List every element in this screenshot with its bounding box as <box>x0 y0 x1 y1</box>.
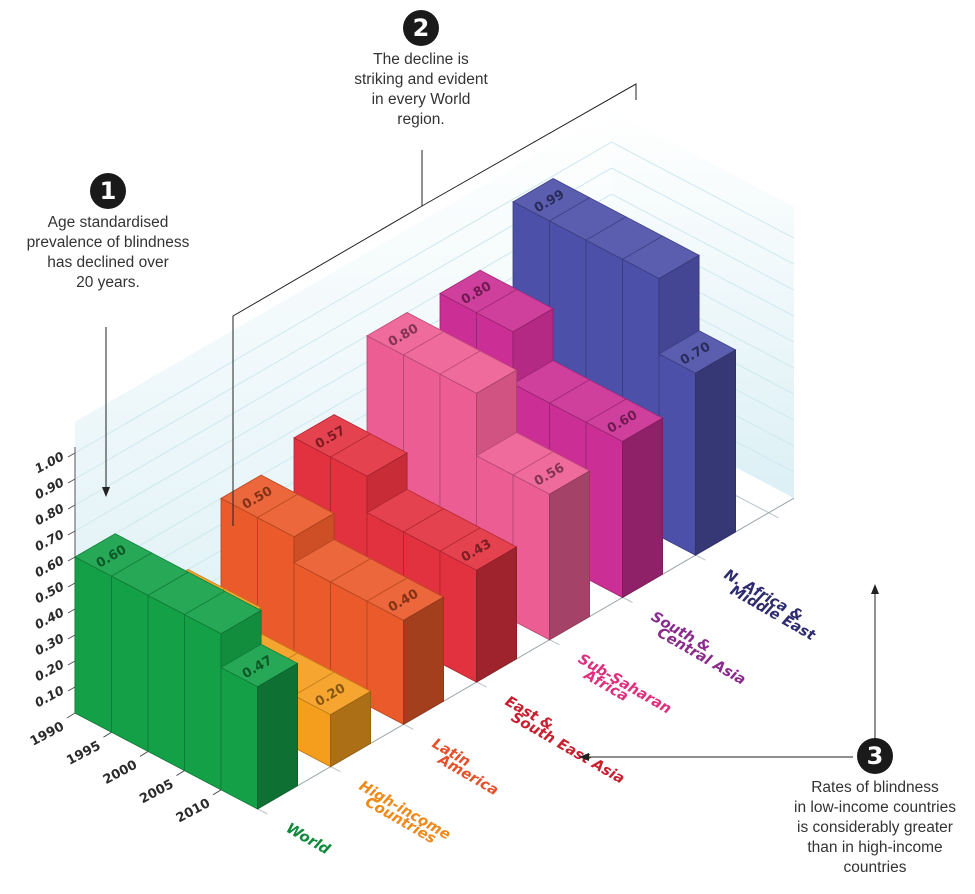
y-tick <box>67 634 76 640</box>
annotation-3-line: is considerably greater <box>797 819 953 836</box>
x-tick-label: 1995 <box>64 738 103 768</box>
annotation-3-line: than in high-income <box>807 839 943 856</box>
bar-front <box>330 690 372 768</box>
bar-side <box>220 666 258 810</box>
y-tick-label: 0.30 <box>32 630 67 658</box>
x-tick-label: 1990 <box>28 719 67 749</box>
annotation-3-line: in low-income countries <box>794 799 956 816</box>
bar-side <box>366 600 404 726</box>
x-tick-label: 2005 <box>137 777 176 807</box>
annotation-2-badge: 2 <box>403 10 439 46</box>
x-tick <box>139 750 149 757</box>
y-tick-label: 0.80 <box>32 500 67 528</box>
bar <box>512 451 591 641</box>
bar <box>658 330 737 556</box>
left-wall <box>75 110 612 713</box>
bar-side <box>512 474 550 641</box>
y-tick <box>67 660 76 666</box>
annotation-2-line: The decline is <box>373 51 469 68</box>
bar-series: 0.500.40 <box>220 474 445 726</box>
bar-side <box>184 613 222 791</box>
annotation-2-line: striking and evident <box>354 71 488 88</box>
x-tick <box>176 770 185 777</box>
y-tick <box>67 556 76 562</box>
region-label: World <box>283 820 333 858</box>
y-tick <box>67 608 76 614</box>
annotation-2-bracket <box>232 150 423 526</box>
annotation-2: 2 The decline is striking and evident in… <box>337 10 505 130</box>
x-tick-label: 2000 <box>101 758 140 788</box>
y-tick-label: 1.00 <box>32 448 67 476</box>
annotation-1-line: Age standardised <box>47 214 169 231</box>
y-tick <box>67 582 76 588</box>
bar-front <box>403 596 445 726</box>
bars: 0.990.700.800.600.800.560.570.430.500.40… <box>74 178 737 810</box>
y-tick-label: 0.50 <box>32 578 67 606</box>
bar-series: 0.600.47 <box>74 533 299 810</box>
bar-side <box>439 550 477 683</box>
bar-side <box>74 556 112 733</box>
gridline <box>74 141 795 454</box>
y-tick <box>67 478 76 484</box>
x-tick <box>66 712 76 719</box>
annotation-1-line: prevalence of blindness <box>26 234 190 251</box>
x-tick-label: 2010 <box>174 796 213 826</box>
annotation-1-line: has declined over <box>47 254 169 271</box>
bar <box>183 590 262 791</box>
bar-side <box>147 594 185 772</box>
y-tick-label: 0.10 <box>32 682 67 710</box>
annotation-1-badge: 1 <box>90 173 126 209</box>
annotation-lines <box>102 83 879 761</box>
bar <box>366 577 445 726</box>
y-tick <box>67 452 76 458</box>
bar <box>585 398 664 599</box>
annotation-1: 1 Age standardised prevalence of blindne… <box>20 173 196 293</box>
bar-side <box>585 421 623 599</box>
bar-front <box>476 546 517 683</box>
y-tick-label: 0.20 <box>32 656 67 684</box>
bar-front <box>695 349 736 556</box>
bar <box>220 643 299 810</box>
y-tick-label: 0.60 <box>32 552 67 580</box>
bar-front <box>257 662 299 810</box>
bar <box>439 527 518 683</box>
annotation-3-line: countries <box>843 859 907 876</box>
annotation-2-bracket-right <box>421 83 637 207</box>
y-tick-label: 0.70 <box>32 526 67 554</box>
region-label: South East Asia <box>508 710 627 788</box>
bar-front <box>549 470 590 641</box>
y-tick <box>67 530 76 536</box>
x-tick <box>212 789 222 796</box>
annotation-3-line: Rates of blindness <box>811 779 939 796</box>
annotation-2-line: in every World <box>371 91 471 108</box>
bar <box>256 493 335 668</box>
bar-side <box>658 353 696 556</box>
x-tick <box>103 731 112 738</box>
bar-front <box>622 417 663 599</box>
annotation-3: 3 Rates of blindness in low-income count… <box>787 738 963 878</box>
y-tick <box>67 686 76 692</box>
annotation-2-line: region. <box>397 111 445 128</box>
annotation-1-line: 20 years. <box>76 274 140 291</box>
y-tick-label: 0.90 <box>32 474 67 502</box>
y-tick-label: 0.40 <box>32 604 67 632</box>
annotation-3-badge: 3 <box>857 738 893 774</box>
gridline <box>74 167 795 480</box>
bar <box>74 533 153 733</box>
bar-side <box>111 575 149 753</box>
y-tick <box>67 504 76 510</box>
gridline <box>74 193 795 506</box>
